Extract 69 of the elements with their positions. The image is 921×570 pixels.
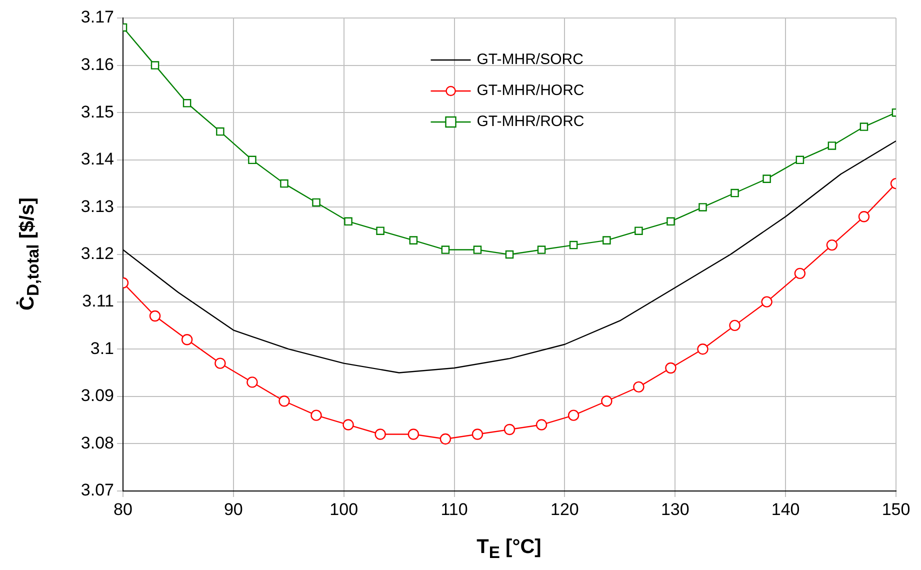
point — [374, 428, 386, 440]
point — [634, 226, 643, 235]
x-axis-title: T$_{E}$ [°C] — [476, 536, 542, 563]
x-tick-label: 110 — [440, 500, 468, 519]
point — [214, 358, 226, 369]
point — [729, 320, 740, 332]
point — [601, 396, 612, 407]
point — [858, 211, 870, 222]
point — [698, 203, 707, 212]
point — [441, 246, 450, 254]
point — [312, 198, 320, 207]
point — [796, 156, 804, 164]
point — [666, 217, 675, 226]
point — [248, 156, 256, 164]
point — [344, 217, 352, 226]
point — [569, 240, 578, 250]
point — [408, 428, 420, 440]
legend-label: GT-MHR/SORC — [476, 51, 584, 68]
point — [149, 310, 161, 322]
point — [342, 419, 354, 430]
point — [828, 142, 836, 150]
point — [568, 410, 580, 421]
y-tick-label: 3.1 — [90, 338, 114, 358]
point — [794, 268, 806, 280]
point — [860, 122, 868, 131]
point — [216, 127, 224, 136]
y-tick-label: 3.11 — [82, 291, 114, 310]
y-tick-label: 3.13 — [80, 196, 114, 216]
point — [505, 250, 514, 259]
point — [536, 419, 548, 430]
point — [826, 239, 838, 251]
point — [181, 334, 193, 346]
point — [376, 226, 384, 235]
y-tick-label: 3.07 — [80, 480, 114, 500]
legend-label: GT-MHR/HORC — [476, 82, 584, 100]
point — [440, 433, 452, 445]
x-tick-label: 130 — [660, 500, 690, 519]
point — [150, 61, 160, 70]
y-tick-label: 3.12 — [80, 244, 114, 264]
x-tick-label: 80 — [114, 500, 132, 519]
y-tick-label: 3.16 — [80, 54, 114, 74]
x-tick-label: 120 — [550, 500, 579, 519]
point — [761, 296, 772, 308]
x-tick-label: 150 — [882, 500, 910, 519]
point — [602, 236, 611, 244]
point — [280, 179, 288, 188]
point — [409, 236, 418, 244]
point — [762, 174, 771, 183]
point — [182, 99, 192, 108]
point — [633, 381, 644, 393]
x-tick-label: 90 — [224, 500, 243, 519]
point — [278, 396, 290, 407]
point — [730, 188, 739, 198]
y-tick-label: 3.08 — [80, 433, 114, 452]
legend-label: GT-MHR/RORC — [476, 113, 584, 130]
x-tick-label: 140 — [771, 500, 800, 519]
x-tick-label: 100 — [330, 500, 358, 519]
point — [472, 428, 484, 440]
point — [665, 362, 676, 374]
y-tick-label: 3.15 — [80, 102, 114, 122]
point — [537, 246, 546, 254]
y-tick-label: 3.17 — [80, 8, 114, 27]
y-tick-label: 3.09 — [80, 386, 114, 406]
point — [697, 344, 708, 355]
point — [246, 376, 258, 388]
point — [310, 410, 322, 421]
point — [473, 246, 482, 254]
point — [504, 424, 516, 436]
y-tick-label: 3.14 — [80, 150, 114, 169]
